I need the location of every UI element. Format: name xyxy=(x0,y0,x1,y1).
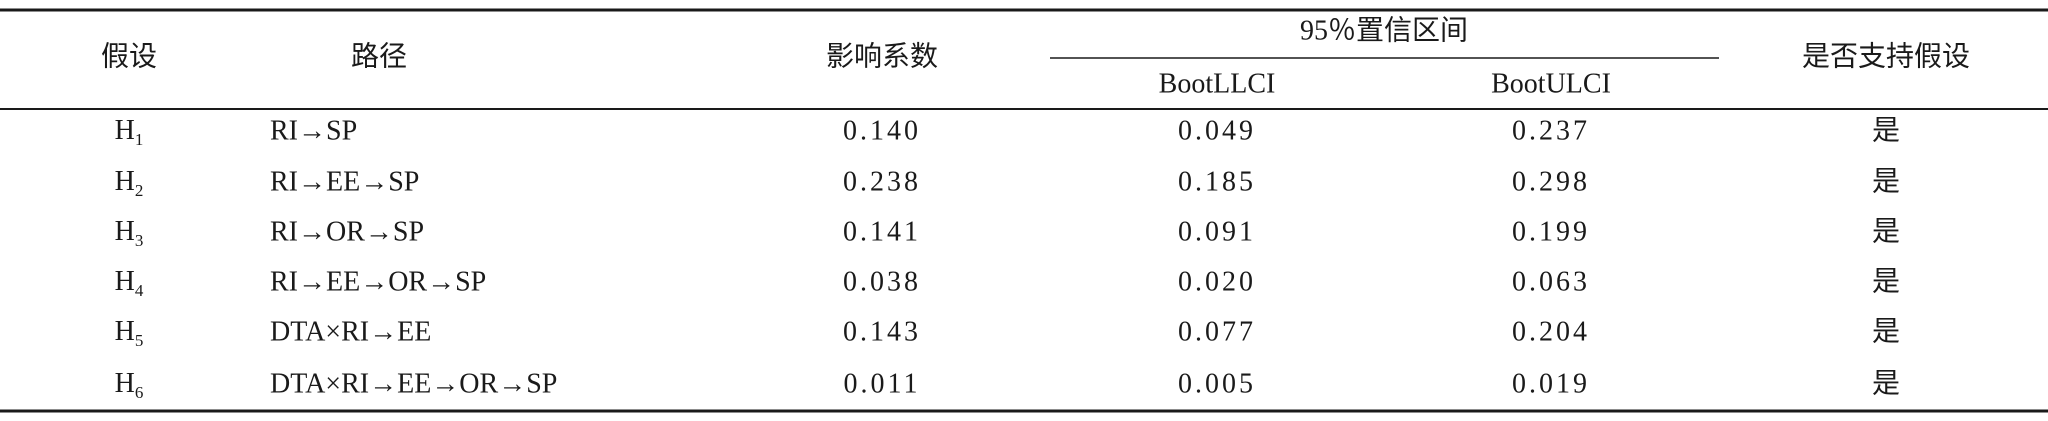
llci-cell: 0.185 xyxy=(1178,166,1256,197)
llci-cell: 0.077 xyxy=(1178,316,1256,347)
hypothesis-cell: H5 xyxy=(115,316,144,349)
effect-cell: 0.141 xyxy=(843,216,921,247)
hypothesis-letter: H xyxy=(115,266,135,297)
ulci-cell: 0.237 xyxy=(1512,115,1590,146)
header-cell: 假设 xyxy=(101,40,157,72)
hypothesis-cell: H2 xyxy=(115,166,144,199)
supported-cell: 是 xyxy=(1872,266,1900,297)
supported-cell: 是 xyxy=(1872,216,1900,247)
header-cell: 95％置信区间 xyxy=(1300,14,1468,46)
path-cell: DTA×RI→EE→OR→SP xyxy=(270,368,557,399)
hypothesis-cell: H4 xyxy=(115,266,144,299)
path-cell: DTA×RI→EE xyxy=(270,316,431,347)
supported-cell: 是 xyxy=(1872,115,1900,146)
hypothesis-subscript: 4 xyxy=(135,281,144,300)
header-cell: BootULCI xyxy=(1491,68,1611,99)
llci-cell: 0.020 xyxy=(1178,266,1256,297)
path-cell: RI→EE→OR→SP xyxy=(270,266,486,297)
hypothesis-subscript: 3 xyxy=(135,231,144,250)
ulci-cell: 0.019 xyxy=(1512,368,1590,399)
llci-cell: 0.091 xyxy=(1178,216,1256,247)
hypothesis-cell: H6 xyxy=(115,368,144,401)
hypothesis-subscript: 6 xyxy=(135,383,144,402)
ulci-cell: 0.199 xyxy=(1512,216,1590,247)
path-cell: RI→EE→SP xyxy=(270,166,419,197)
header-cell: 是否支持假设 xyxy=(1802,40,1970,72)
llci-cell: 0.005 xyxy=(1178,368,1256,399)
supported-cell: 是 xyxy=(1872,368,1900,399)
header-cell: 影响系数 xyxy=(826,40,938,72)
hypothesis-letter: H xyxy=(115,316,135,347)
hypothesis-letter: H xyxy=(115,368,135,399)
effect-cell: 0.140 xyxy=(843,115,921,146)
hypothesis-letter: H xyxy=(115,166,135,197)
hypothesis-cell: H3 xyxy=(115,216,144,249)
path-cell: RI→OR→SP xyxy=(270,216,424,247)
llci-cell: 0.049 xyxy=(1178,115,1256,146)
hypothesis-letter: H xyxy=(115,115,135,146)
ulci-cell: 0.063 xyxy=(1512,266,1590,297)
header-cell: BootLLCI xyxy=(1159,68,1276,99)
ulci-cell: 0.204 xyxy=(1512,316,1590,347)
effect-cell: 0.011 xyxy=(844,368,921,399)
supported-cell: 是 xyxy=(1872,166,1900,197)
path-cell: RI→SP xyxy=(270,115,357,146)
hypothesis-subscript: 5 xyxy=(135,331,144,350)
hypothesis-subscript: 1 xyxy=(135,130,144,149)
effect-cell: 0.038 xyxy=(843,266,921,297)
hypothesis-cell: H1 xyxy=(115,115,144,148)
hypothesis-letter: H xyxy=(115,216,135,247)
hypothesis-subscript: 2 xyxy=(135,181,144,200)
effect-cell: 0.143 xyxy=(843,316,921,347)
ulci-cell: 0.298 xyxy=(1512,166,1590,197)
effect-cell: 0.238 xyxy=(843,166,921,197)
supported-cell: 是 xyxy=(1872,316,1900,347)
header-cell: 路径 xyxy=(351,40,407,72)
